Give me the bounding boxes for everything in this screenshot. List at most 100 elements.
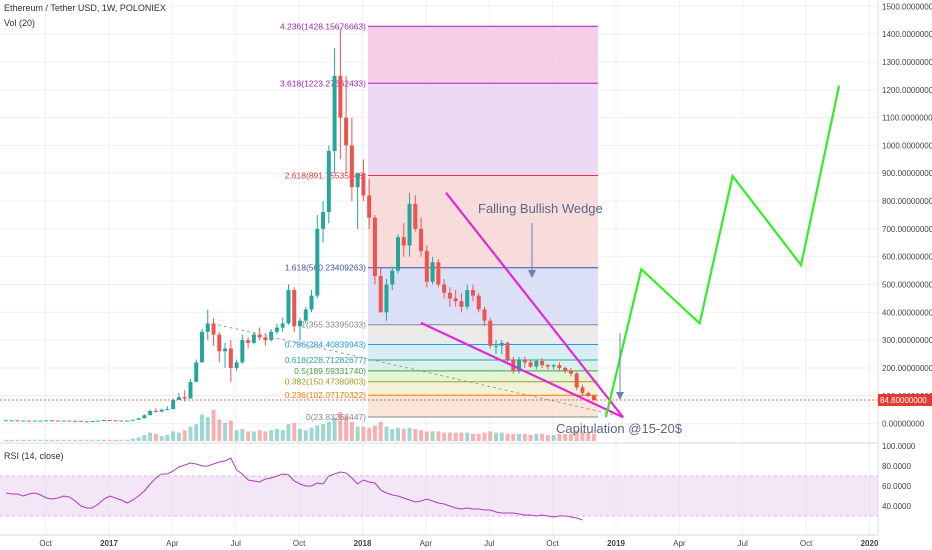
price-tick-label: 1200.00000000 <box>882 86 932 95</box>
candle-body <box>274 327 279 332</box>
rsi-tick-label: 40.0000 <box>882 502 911 511</box>
time-tick-label: 2018 <box>354 539 372 548</box>
candle-body <box>15 420 20 422</box>
volume-bar <box>522 433 527 441</box>
candle-body <box>551 365 556 367</box>
volume-bar <box>130 438 135 441</box>
candle-body <box>309 295 314 310</box>
candle-body <box>453 298 458 302</box>
candle-body <box>78 420 83 422</box>
candle-body <box>344 117 349 146</box>
candle-body <box>505 342 510 360</box>
candle-body <box>263 337 268 341</box>
volume-bars <box>4 409 596 441</box>
time-tick-label: Oct <box>293 539 306 548</box>
candle-body <box>217 334 222 352</box>
volume-bar <box>517 433 522 441</box>
candle-body <box>424 251 429 282</box>
fib-zone <box>368 381 598 396</box>
candle-body <box>470 290 475 296</box>
candle-body <box>396 237 400 271</box>
candle-body <box>303 309 308 321</box>
price-tick-label: 900.00000000 <box>882 169 932 178</box>
volume-bar <box>592 433 596 441</box>
candle-body <box>142 415 147 419</box>
candle-body <box>522 359 527 363</box>
volume-bar <box>96 439 101 441</box>
candle-body <box>246 340 251 343</box>
candle-body <box>55 420 60 422</box>
candle-body <box>298 320 302 327</box>
candle-body <box>465 290 470 307</box>
candle-body <box>528 362 533 367</box>
candle-body <box>188 381 193 399</box>
fib-zone <box>368 395 598 417</box>
time-tick-label: 2019 <box>607 539 625 548</box>
current-price-badge <box>878 394 932 407</box>
fib-level-label: 4.236(1428.15676663) <box>280 21 366 31</box>
candle-body <box>125 420 130 422</box>
volume-bar <box>21 439 26 441</box>
candle-body <box>136 418 141 420</box>
candle-body <box>102 419 106 421</box>
volume-bar <box>355 426 360 441</box>
volume-bar <box>419 430 424 441</box>
candle-body <box>32 420 37 422</box>
candle-body <box>488 320 493 346</box>
candle-body <box>436 262 441 285</box>
rsi-pane <box>0 457 878 521</box>
volume-bar <box>44 439 49 441</box>
volume-bar <box>217 419 222 441</box>
volume-bar <box>176 432 181 441</box>
rsi-line <box>5 457 583 521</box>
volume-bar <box>61 439 66 441</box>
candle-body <box>482 309 487 321</box>
volume-bar <box>436 431 441 441</box>
volume-bar <box>309 427 314 441</box>
time-tick-label: Jul <box>231 539 241 548</box>
volume-label: Vol (20) <box>4 18 36 28</box>
volume-bar <box>107 439 112 441</box>
volume-bar <box>90 439 95 441</box>
time-tick-label: Oct <box>800 539 813 548</box>
fib-zone <box>368 83 598 176</box>
candle-body <box>153 411 158 413</box>
trend-line <box>217 324 617 416</box>
candle-body <box>280 323 285 328</box>
volume-bar <box>563 433 568 441</box>
volume-bar <box>113 439 118 441</box>
candle-body <box>442 284 447 293</box>
volume-bar <box>499 432 504 441</box>
candle-body <box>361 173 366 196</box>
volume-bar <box>15 439 20 441</box>
candle-body <box>459 301 464 307</box>
candle-body <box>4 420 8 422</box>
volume-bar <box>540 433 545 441</box>
fib-level-label: 3.618(1223.27662433) <box>280 78 366 88</box>
candle-body <box>148 411 153 416</box>
volume-bar <box>424 431 429 441</box>
capitulation-arrow-head <box>616 392 624 400</box>
volume-bar <box>447 432 452 441</box>
candle-body <box>211 323 216 335</box>
volume-bar <box>142 435 147 441</box>
volume-bar <box>390 429 395 441</box>
wedge-arrow-head <box>528 270 536 278</box>
volume-bar <box>476 433 481 441</box>
time-tick-label: Oct <box>546 539 559 548</box>
candle-body <box>27 420 32 422</box>
candle-body <box>384 284 389 313</box>
volume-bar <box>344 417 349 441</box>
price-tick-label: 1300.00000000 <box>882 58 932 67</box>
candle-body <box>292 290 297 327</box>
rsi-label: RSI (14, close) <box>4 451 64 461</box>
price-tick-label: 1000.00000000 <box>882 141 932 150</box>
volume-bar <box>465 432 470 441</box>
candle-body <box>321 212 326 229</box>
candle-body <box>90 421 95 423</box>
volume-bar <box>159 436 164 441</box>
volume-bar <box>494 432 498 441</box>
volume-bar <box>292 423 297 441</box>
volume-bar <box>188 426 193 441</box>
